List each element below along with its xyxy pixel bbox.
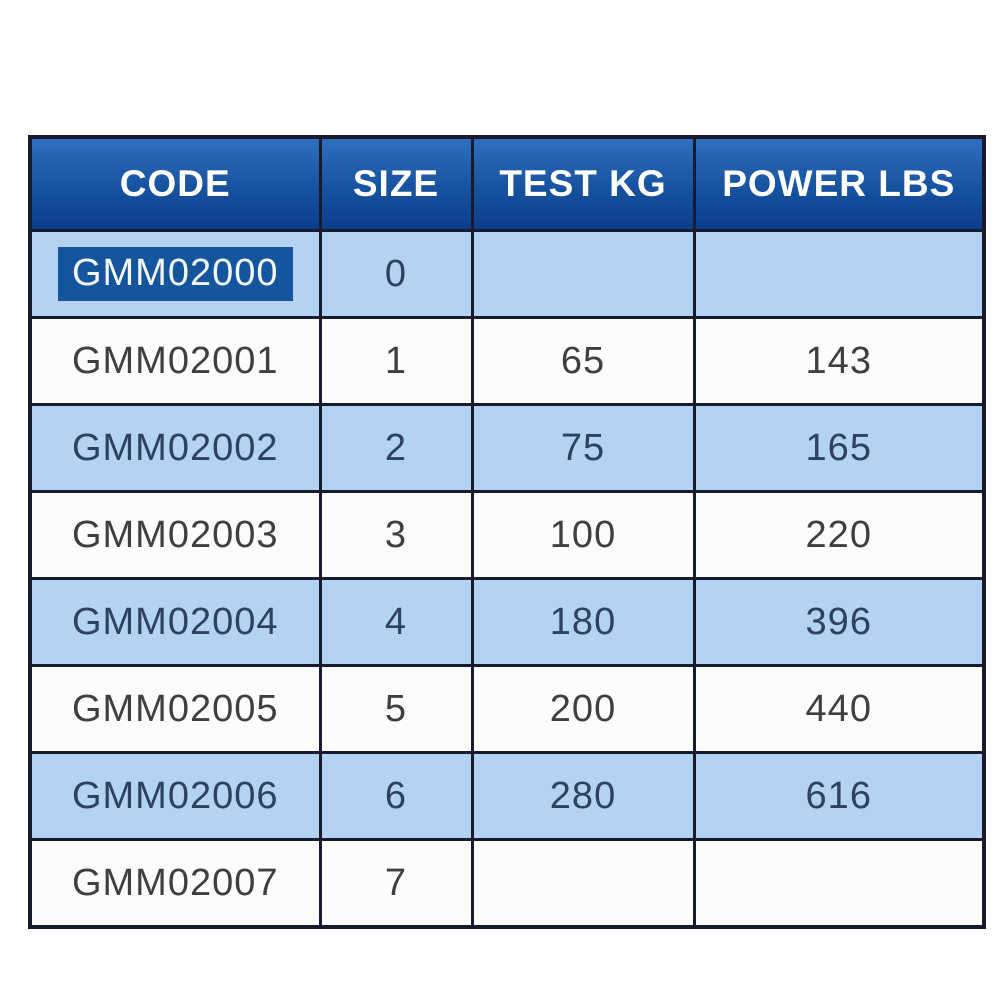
cell-code: GMM02000 bbox=[28, 229, 322, 319]
cell-size: 7 bbox=[318, 838, 474, 929]
cell-power-lbs: 616 bbox=[692, 751, 986, 841]
header-cell-power-lbs: POWER LBS bbox=[692, 135, 986, 232]
cell-size: 4 bbox=[318, 577, 474, 667]
cell-power-lbs: 440 bbox=[692, 664, 986, 754]
cell-code: GMM02005 bbox=[28, 664, 322, 754]
cell-test-kg: 200 bbox=[470, 664, 696, 754]
cell-size: 0 bbox=[318, 229, 474, 319]
table-row: GMM02004 4 180 396 bbox=[28, 577, 986, 667]
cell-code: GMM02003 bbox=[28, 490, 322, 580]
cell-test-kg bbox=[470, 229, 696, 319]
cell-test-kg: 280 bbox=[470, 751, 696, 841]
cell-code: GMM02004 bbox=[28, 577, 322, 667]
table-row: GMM02007 7 bbox=[28, 838, 986, 929]
table-row: GMM02000 0 bbox=[28, 229, 986, 319]
cell-size: 6 bbox=[318, 751, 474, 841]
cell-test-kg: 100 bbox=[470, 490, 696, 580]
header-cell-test-kg: TEST KG bbox=[470, 135, 696, 232]
cell-code: GMM02001 bbox=[28, 316, 322, 406]
cell-power-lbs bbox=[692, 229, 986, 319]
cell-code: GMM02006 bbox=[28, 751, 322, 841]
cell-size: 1 bbox=[318, 316, 474, 406]
cell-size: 3 bbox=[318, 490, 474, 580]
cell-size: 2 bbox=[318, 403, 474, 493]
table-row: GMM02001 1 65 143 bbox=[28, 316, 986, 406]
cell-test-kg: 75 bbox=[470, 403, 696, 493]
cell-power-lbs bbox=[692, 838, 986, 929]
cell-power-lbs: 220 bbox=[692, 490, 986, 580]
table-row: GMM02003 3 100 220 bbox=[28, 490, 986, 580]
selected-text[interactable]: GMM02000 bbox=[57, 247, 293, 301]
table-row: GMM02005 5 200 440 bbox=[28, 664, 986, 754]
cell-code: GMM02002 bbox=[28, 403, 322, 493]
header-row: CODE SIZE TEST KG POWER LBS bbox=[28, 135, 986, 232]
cell-test-kg bbox=[470, 838, 696, 929]
header-cell-size: SIZE bbox=[318, 135, 474, 232]
cell-power-lbs: 396 bbox=[692, 577, 986, 667]
table-row: GMM02002 2 75 165 bbox=[28, 403, 986, 493]
cell-size: 5 bbox=[318, 664, 474, 754]
cell-test-kg: 65 bbox=[470, 316, 696, 406]
table-row: GMM02006 6 280 616 bbox=[28, 751, 986, 841]
cell-power-lbs: 165 bbox=[692, 403, 986, 493]
spec-table: CODE SIZE TEST KG POWER LBS GMM02000 0 G… bbox=[28, 135, 986, 929]
header-cell-code: CODE bbox=[28, 135, 322, 232]
cell-code: GMM02007 bbox=[28, 838, 322, 929]
cell-power-lbs: 143 bbox=[692, 316, 986, 406]
cell-test-kg: 180 bbox=[470, 577, 696, 667]
